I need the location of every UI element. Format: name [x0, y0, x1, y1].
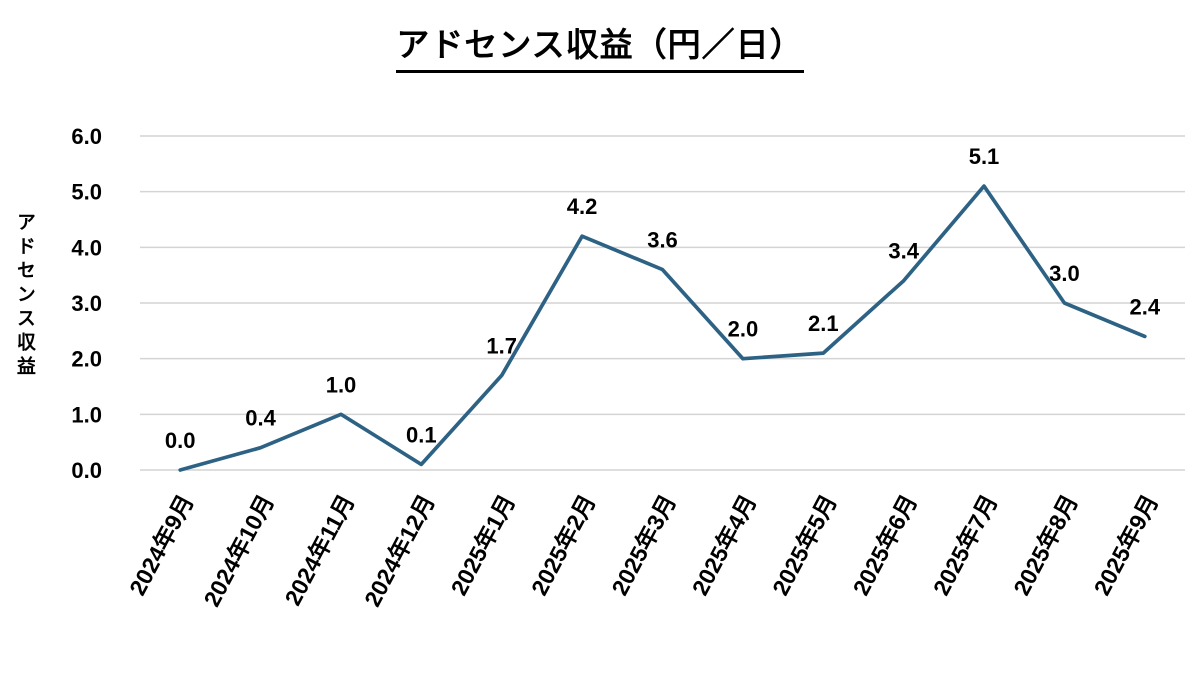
x-tick-label: 2024年12月 [359, 490, 440, 611]
data-label: 2.1 [808, 311, 839, 336]
x-tick-label: 2025年1月 [446, 490, 521, 599]
data-label: 0.4 [245, 406, 276, 431]
y-tick-label: 2.0 [71, 347, 102, 372]
y-axis-title: アドセンス収益 [13, 212, 35, 380]
x-tick-label: 2025年9月 [1089, 490, 1164, 599]
chart-title: アドセンス収益（円／日） [396, 18, 804, 73]
data-label: 1.0 [326, 372, 357, 397]
x-tick-label: 2024年9月 [124, 490, 199, 599]
data-label: 5.1 [969, 144, 1000, 169]
data-label: 0.1 [406, 422, 437, 447]
x-tick-label: 2025年6月 [848, 490, 923, 599]
x-tick-label: 2025年7月 [928, 490, 1003, 599]
data-label: 2.0 [728, 317, 759, 342]
data-label: 2.4 [1130, 294, 1161, 319]
x-tick-label: 2024年11月 [279, 490, 359, 609]
x-tick-label: 2025年4月 [687, 490, 762, 599]
chart-title-container: アドセンス収益（円／日） [0, 18, 1200, 73]
x-tick-label: 2025年2月 [526, 490, 601, 599]
data-label: 4.2 [567, 194, 598, 219]
x-tick-label: 2024年10月 [198, 490, 279, 611]
data-label: 3.4 [888, 239, 919, 264]
data-label: 3.6 [647, 228, 678, 253]
y-tick-label: 4.0 [71, 235, 102, 260]
y-tick-label: 5.0 [71, 180, 102, 205]
x-tick-label: 2025年8月 [1008, 490, 1083, 599]
y-tick-label: 3.0 [71, 291, 102, 316]
y-tick-label: 6.0 [71, 124, 102, 149]
y-tick-label: 1.0 [71, 402, 102, 427]
data-label: 0.0 [165, 428, 196, 453]
x-tick-label: 2025年3月 [606, 490, 681, 599]
revenue-line [178, 184, 1147, 472]
data-label: 3.0 [1049, 261, 1080, 286]
x-tick-label: 2025年5月 [767, 490, 842, 599]
y-tick-label: 0.0 [71, 458, 102, 483]
data-label: 1.7 [486, 333, 517, 358]
